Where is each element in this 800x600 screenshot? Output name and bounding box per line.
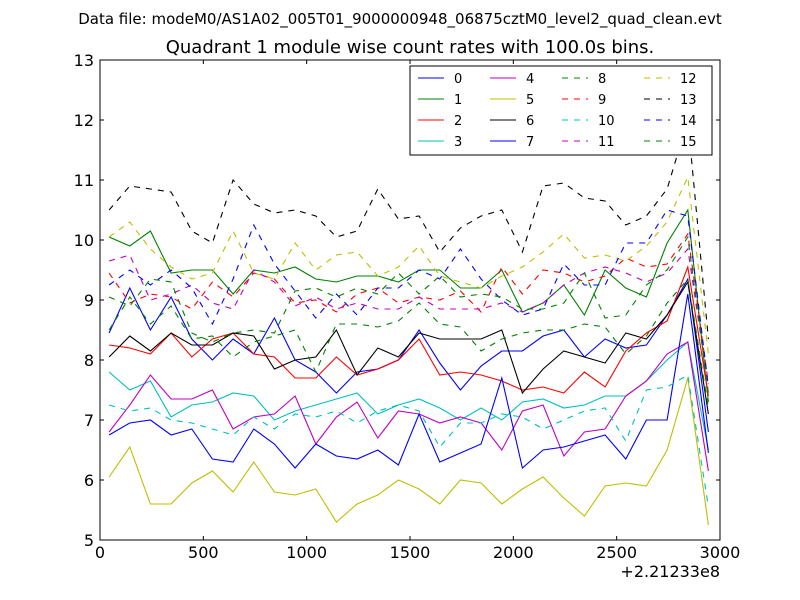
legend-label-10: 10 <box>598 114 615 129</box>
y-tick-label: 10 <box>74 231 94 250</box>
series-line-1 <box>108 208 709 403</box>
x-tick-label: 1000 <box>286 543 327 562</box>
legend-label-1: 1 <box>454 93 462 108</box>
series-line-10 <box>108 374 709 508</box>
series-line-12 <box>108 174 709 355</box>
x-tick-label: 0 <box>95 543 105 562</box>
series-line-8 <box>108 277 709 409</box>
x-tick-label: 500 <box>188 543 219 562</box>
legend-label-14: 14 <box>680 114 697 129</box>
x-tick-label: 2000 <box>493 543 534 562</box>
legend-label-13: 13 <box>680 93 697 108</box>
legend-label-3: 3 <box>454 135 462 150</box>
y-tick-label: 6 <box>84 471 94 490</box>
y-tick-label: 7 <box>84 411 94 430</box>
y-tick-label: 13 <box>74 51 94 70</box>
legend-label-9: 9 <box>598 93 606 108</box>
series-line-3 <box>108 340 709 451</box>
chart-suptitle: Data file: modeM0/AS1A02_005T01_90000009… <box>78 10 722 29</box>
x-tick-label: 2500 <box>596 543 637 562</box>
y-tick-label: 12 <box>74 111 94 130</box>
legend-frame <box>409 65 713 156</box>
y-tick-label: 9 <box>84 291 94 310</box>
legend-label-0: 0 <box>454 72 462 87</box>
chart-title: Quadrant 1 module wise count rates with … <box>166 37 655 58</box>
series-line-2 <box>109 264 709 397</box>
legend-label-12: 12 <box>680 72 697 87</box>
legend-label-4: 4 <box>526 72 534 87</box>
y-tick-label: 11 <box>74 171 94 190</box>
series-line-9 <box>108 232 709 385</box>
y-tick-label: 5 <box>84 531 94 550</box>
x-tick-label: 1500 <box>390 543 431 562</box>
series-line-5 <box>108 377 709 526</box>
x-axis: 0 500 1000 1500 2000 2500 3000 <box>95 60 740 562</box>
legend-label-8: 8 <box>598 72 606 87</box>
legend-label-2: 2 <box>454 114 462 129</box>
x-offset-label: +2.21233e8 <box>620 562 720 581</box>
series-line-7 <box>108 293 709 470</box>
legend-label-7: 7 <box>526 135 534 150</box>
series-line-4 <box>108 341 709 472</box>
legend-label-5: 5 <box>526 93 534 108</box>
legend-label-11: 11 <box>598 135 615 150</box>
series-layer <box>108 119 709 526</box>
legend-label-6: 6 <box>526 114 534 129</box>
series-line-13 <box>108 119 709 340</box>
x-tick-label: 3000 <box>700 543 741 562</box>
legend-label-15: 15 <box>680 135 697 150</box>
y-tick-label: 8 <box>84 351 94 370</box>
series-line-11 <box>108 247 709 388</box>
series-line-15 <box>108 235 709 394</box>
series-line-14 <box>108 209 709 388</box>
series-line-6 <box>108 280 709 415</box>
